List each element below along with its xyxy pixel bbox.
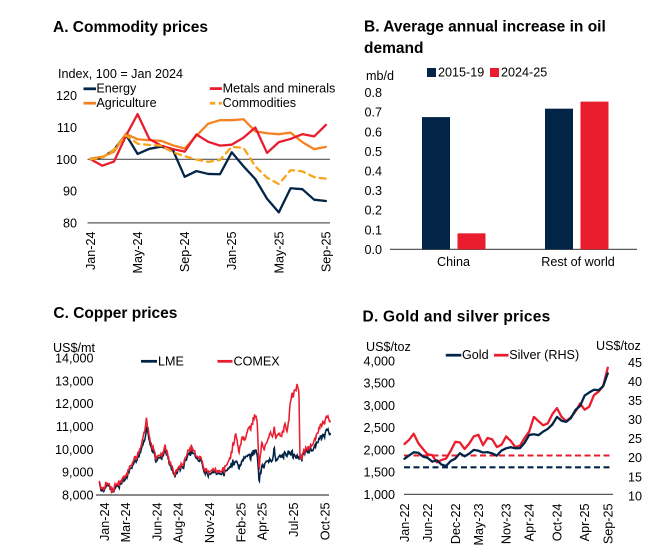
svg-text:Sep-25: Sep-25	[319, 232, 333, 273]
svg-text:45: 45	[628, 356, 642, 370]
svg-text:0.3: 0.3	[364, 184, 382, 198]
svg-text:Rest of world: Rest of world	[541, 255, 615, 269]
svg-text:90: 90	[63, 185, 77, 199]
svg-text:2024-25: 2024-25	[501, 66, 547, 80]
svg-text:Jan-24: Jan-24	[84, 232, 98, 271]
svg-text:13,000: 13,000	[55, 374, 94, 388]
svg-text:Apr-25: Apr-25	[256, 503, 270, 541]
svg-text:9,000: 9,000	[62, 466, 94, 480]
svg-text:D. Gold and silver prices: D. Gold and silver prices	[363, 309, 551, 326]
svg-text:Aug-24: Aug-24	[171, 503, 185, 544]
svg-text:US$/toz: US$/toz	[596, 339, 641, 353]
svg-text:Nov-23: Nov-23	[500, 503, 514, 544]
svg-text:Gold: Gold	[462, 348, 489, 362]
svg-text:Jan-24: Jan-24	[98, 503, 112, 542]
svg-text:2,500: 2,500	[363, 421, 395, 435]
svg-text:Mar-24: Mar-24	[119, 503, 133, 543]
svg-text:2,000: 2,000	[363, 443, 395, 457]
svg-text:3,000: 3,000	[363, 399, 395, 413]
svg-text:100: 100	[56, 153, 77, 167]
svg-text:Nov-24: Nov-24	[203, 503, 217, 544]
svg-text:1,500: 1,500	[363, 466, 395, 480]
svg-text:A. Commodity prices: A. Commodity prices	[53, 19, 208, 36]
svg-text:demand: demand	[364, 40, 423, 57]
svg-text:10: 10	[628, 489, 642, 503]
svg-text:15: 15	[628, 470, 642, 484]
svg-text:Jun-24: Jun-24	[150, 503, 164, 542]
svg-text:110: 110	[57, 121, 77, 135]
svg-text:0.4: 0.4	[364, 165, 382, 179]
svg-text:Feb-25: Feb-25	[235, 503, 249, 543]
svg-text:0.6: 0.6	[364, 125, 382, 139]
svg-text:May-25: May-25	[272, 232, 286, 274]
svg-text:May-23: May-23	[472, 504, 486, 546]
svg-text:Jun-22: Jun-22	[421, 504, 435, 543]
svg-text:COMEX: COMEX	[234, 355, 281, 369]
svg-text:3,500: 3,500	[363, 377, 395, 391]
svg-text:Index, 100 = Jan 2024: Index, 100 = Jan 2024	[58, 67, 183, 81]
svg-text:80: 80	[63, 216, 77, 230]
svg-text:1,000: 1,000	[363, 488, 395, 502]
svg-text:B. Average annual increase in: B. Average annual increase in oil	[364, 19, 606, 36]
svg-text:Apr-24: Apr-24	[523, 504, 537, 542]
svg-text:0.8: 0.8	[364, 86, 382, 100]
svg-text:Oct-24: Oct-24	[551, 504, 565, 542]
svg-text:Dec-22: Dec-22	[449, 504, 463, 545]
svg-text:120: 120	[56, 89, 77, 103]
svg-text:Oct-25: Oct-25	[319, 503, 333, 541]
svg-text:35: 35	[628, 394, 642, 408]
svg-text:LME: LME	[158, 355, 184, 369]
svg-text:Jul-25: Jul-25	[287, 503, 301, 537]
svg-text:0.0: 0.0	[364, 243, 382, 257]
svg-text:0.1: 0.1	[364, 223, 382, 237]
svg-text:Energy: Energy	[96, 81, 137, 95]
svg-text:Agriculture: Agriculture	[96, 96, 156, 110]
svg-text:Silver (RHS): Silver (RHS)	[509, 348, 579, 362]
svg-text:20: 20	[628, 451, 642, 465]
svg-text:30: 30	[628, 413, 642, 427]
svg-text:May-24: May-24	[131, 232, 145, 274]
svg-text:Sep-25: Sep-25	[601, 504, 615, 545]
svg-text:0.5: 0.5	[364, 145, 382, 159]
svg-text:C. Copper prices: C. Copper prices	[53, 305, 177, 322]
svg-text:Metals and minerals: Metals and minerals	[223, 81, 336, 95]
svg-text:8,000: 8,000	[62, 489, 94, 503]
svg-text:40: 40	[628, 375, 642, 389]
svg-text:25: 25	[628, 432, 642, 446]
svg-text:0.2: 0.2	[364, 204, 382, 218]
svg-text:Jan-25: Jan-25	[225, 232, 239, 271]
svg-text:11,000: 11,000	[56, 420, 94, 434]
svg-text:mb/d: mb/d	[366, 69, 394, 83]
svg-text:2015-19: 2015-19	[438, 66, 484, 80]
svg-text:4,000: 4,000	[363, 354, 395, 368]
svg-text:0.7: 0.7	[364, 106, 382, 120]
svg-text:10,000: 10,000	[55, 443, 94, 457]
svg-text:US$/mt: US$/mt	[53, 341, 95, 355]
svg-text:Jan-22: Jan-22	[398, 504, 412, 543]
svg-text:14,000: 14,000	[55, 352, 94, 366]
svg-text:Sep-24: Sep-24	[178, 232, 192, 273]
svg-text:12,000: 12,000	[55, 397, 94, 411]
svg-text:Commodities: Commodities	[223, 96, 296, 110]
svg-text:Apr-25: Apr-25	[578, 504, 592, 542]
svg-text:US$/toz: US$/toz	[366, 340, 411, 354]
svg-text:China: China	[437, 255, 470, 269]
